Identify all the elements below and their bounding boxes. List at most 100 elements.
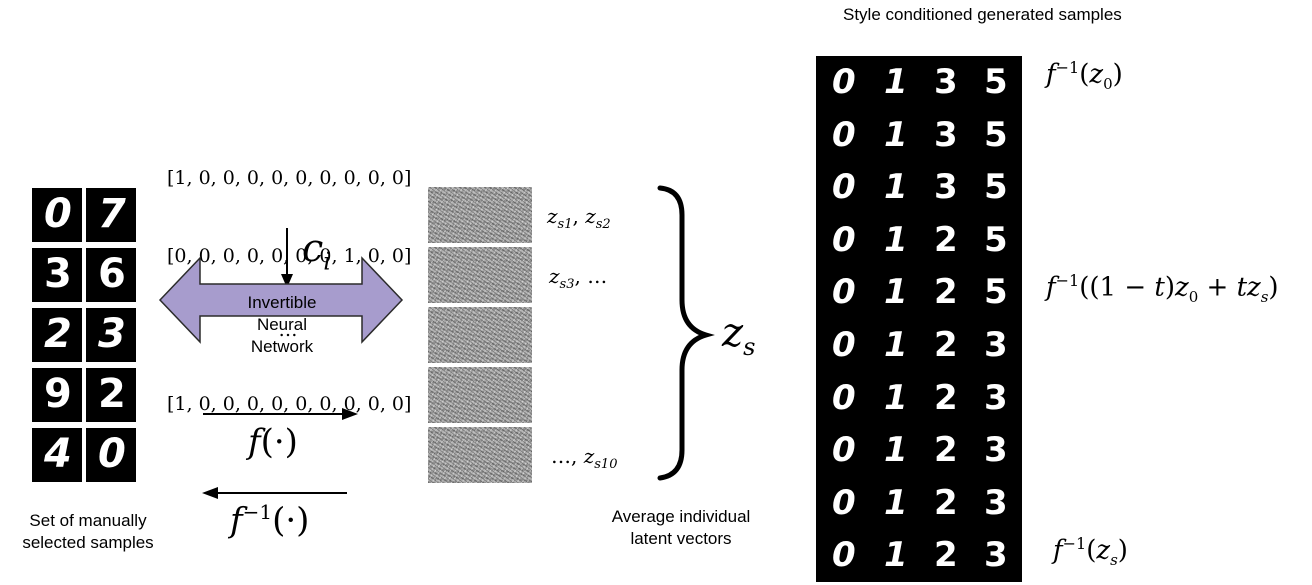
sample-digit-tile: 3 xyxy=(32,248,82,302)
one-hot-row-4: [1, 0, 0, 0, 0, 0, 0, 0, 0, 0] xyxy=(167,393,412,415)
latent-vector-tile-4 xyxy=(428,367,532,423)
sample-digit-tile: 2 xyxy=(86,368,136,422)
generated-digit: 0 xyxy=(832,482,856,523)
generated-digit: 1 xyxy=(884,62,908,102)
generated-digit: 3 xyxy=(984,325,1008,365)
inn-label-line2: Neural xyxy=(256,315,308,334)
generated-digit: 1 xyxy=(884,325,908,365)
latent-label-1: zs1, zs2 xyxy=(547,204,611,232)
sample-digit-tile: 3 xyxy=(86,308,136,362)
generated-digit: 3 xyxy=(934,62,958,102)
latent-vector-tile-5 xyxy=(428,427,532,483)
inn-double-arrow xyxy=(158,256,404,344)
sample-digit-tile: 6 xyxy=(86,248,136,302)
sample-digit-tile: 7 xyxy=(86,188,136,242)
sample-digit: 9 xyxy=(44,371,72,417)
generated-digit: 0 xyxy=(832,167,856,208)
forward-fn: f xyxy=(248,422,261,462)
generated-digit: 0 xyxy=(832,219,856,260)
generated-digit: 3 xyxy=(934,114,958,155)
generated-digit: 2 xyxy=(934,325,958,365)
generated-digit: 3 xyxy=(984,430,1008,471)
generated-digit: 2 xyxy=(934,535,958,576)
inverse-fn: f xyxy=(230,500,243,541)
generated-digit: 1 xyxy=(884,167,908,208)
right-label-top: f−1(z0) xyxy=(1046,58,1123,93)
sample-digit: 3 xyxy=(44,251,72,297)
generated-digit: 3 xyxy=(984,482,1008,523)
sample-digit: 2 xyxy=(44,311,72,357)
generated-digit: 0 xyxy=(832,377,856,418)
forward-arg: (·) xyxy=(260,422,298,462)
generated-digit: 1 xyxy=(884,482,908,523)
generated-digit: 1 xyxy=(884,114,908,155)
sample-digit: 4 xyxy=(44,431,72,477)
sample-digit-tile: 0 xyxy=(86,428,136,482)
generated-digit: 0 xyxy=(832,62,856,102)
left-caption-line2: selected samples xyxy=(22,533,154,552)
latent-label-3: …, zs10 xyxy=(551,444,618,472)
sample-digit-tile: 4 xyxy=(32,428,82,482)
generated-digit: 5 xyxy=(984,272,1008,313)
inverse-arg: (·) xyxy=(272,500,310,541)
generated-digit: 2 xyxy=(934,377,958,418)
generated-digit: 5 xyxy=(984,219,1008,260)
generated-digit: 3 xyxy=(984,377,1008,418)
inn-label: Invertible Neural Network xyxy=(212,292,352,358)
sample-digit: 2 xyxy=(98,371,126,417)
generated-digit: 1 xyxy=(884,272,908,313)
latent-caption-line1: Average individual xyxy=(611,507,751,526)
left-caption: Set of manually selected samples xyxy=(8,510,168,554)
generated-digit: 0 xyxy=(832,325,856,365)
inverse-arrow-head xyxy=(202,487,218,499)
zs-symbol: z xyxy=(722,310,744,356)
condition-symbol: c xyxy=(302,226,324,270)
generated-digit: 1 xyxy=(884,430,908,471)
one-hot-vectors: [1, 0, 0, 0, 0, 0, 0, 0, 0, 0] [0, 0, 0,… xyxy=(167,113,412,443)
sample-digit-tile: 2 xyxy=(32,308,82,362)
generated-digit: 1 xyxy=(884,377,908,418)
inverse-function-label: f−1(·) xyxy=(230,500,309,540)
one-hot-row-3: … xyxy=(278,319,298,341)
sample-digit-tile: 0 xyxy=(32,188,82,242)
right-label-bottom: f−1(zs) xyxy=(1053,534,1128,569)
left-caption-line1: Set of manually xyxy=(29,511,147,530)
generated-digit: 1 xyxy=(884,535,908,576)
latent-caption: Average individual latent vectors xyxy=(588,506,774,550)
forward-arrow-head xyxy=(342,408,358,420)
sample-digit-tile: 9 xyxy=(32,368,82,422)
condition-subscript: i xyxy=(323,247,331,276)
generated-digit: 5 xyxy=(984,114,1008,155)
generated-digit: 3 xyxy=(934,167,958,208)
inverse-sup: −1 xyxy=(242,500,273,524)
generated-digit: 2 xyxy=(934,219,958,260)
right-title: Style conditioned generated samples xyxy=(843,5,1122,24)
zs-label: zs xyxy=(722,310,755,361)
sample-digit: 0 xyxy=(98,431,126,477)
inn-label-line1: Invertible xyxy=(247,293,317,312)
forward-function-label: f(·) xyxy=(248,422,298,462)
generated-digit: 0 xyxy=(832,114,856,155)
generated-digit: 0 xyxy=(832,535,856,576)
latent-brace xyxy=(657,185,715,481)
generated-digit: 2 xyxy=(934,430,958,471)
generated-digit: 2 xyxy=(934,482,958,523)
latent-caption-line2: latent vectors xyxy=(630,529,732,548)
sample-digit: 7 xyxy=(98,191,126,237)
generated-digit: 0 xyxy=(832,430,856,471)
generated-digit: 5 xyxy=(984,62,1008,102)
generated-digit: 3 xyxy=(984,535,1008,576)
one-hot-row-2: [0, 0, 0, 0, 0, 0, 0, 1, 0, 0] xyxy=(167,245,412,267)
generated-digit: 0 xyxy=(832,272,856,313)
generated-digit: 5 xyxy=(984,167,1008,208)
right-label-middle: f−1((1 − t)z0 + tzs) xyxy=(1046,271,1279,306)
generated-digit: 1 xyxy=(884,219,908,260)
zs-subscript: s xyxy=(743,333,756,361)
sample-digit: 0 xyxy=(44,191,72,237)
condition-arrow-head xyxy=(281,274,293,288)
inn-label-line3: Network xyxy=(250,337,314,356)
one-hot-row-1: [1, 0, 0, 0, 0, 0, 0, 0, 0, 0] xyxy=(167,167,412,189)
latent-vector-tile-1 xyxy=(428,187,532,243)
